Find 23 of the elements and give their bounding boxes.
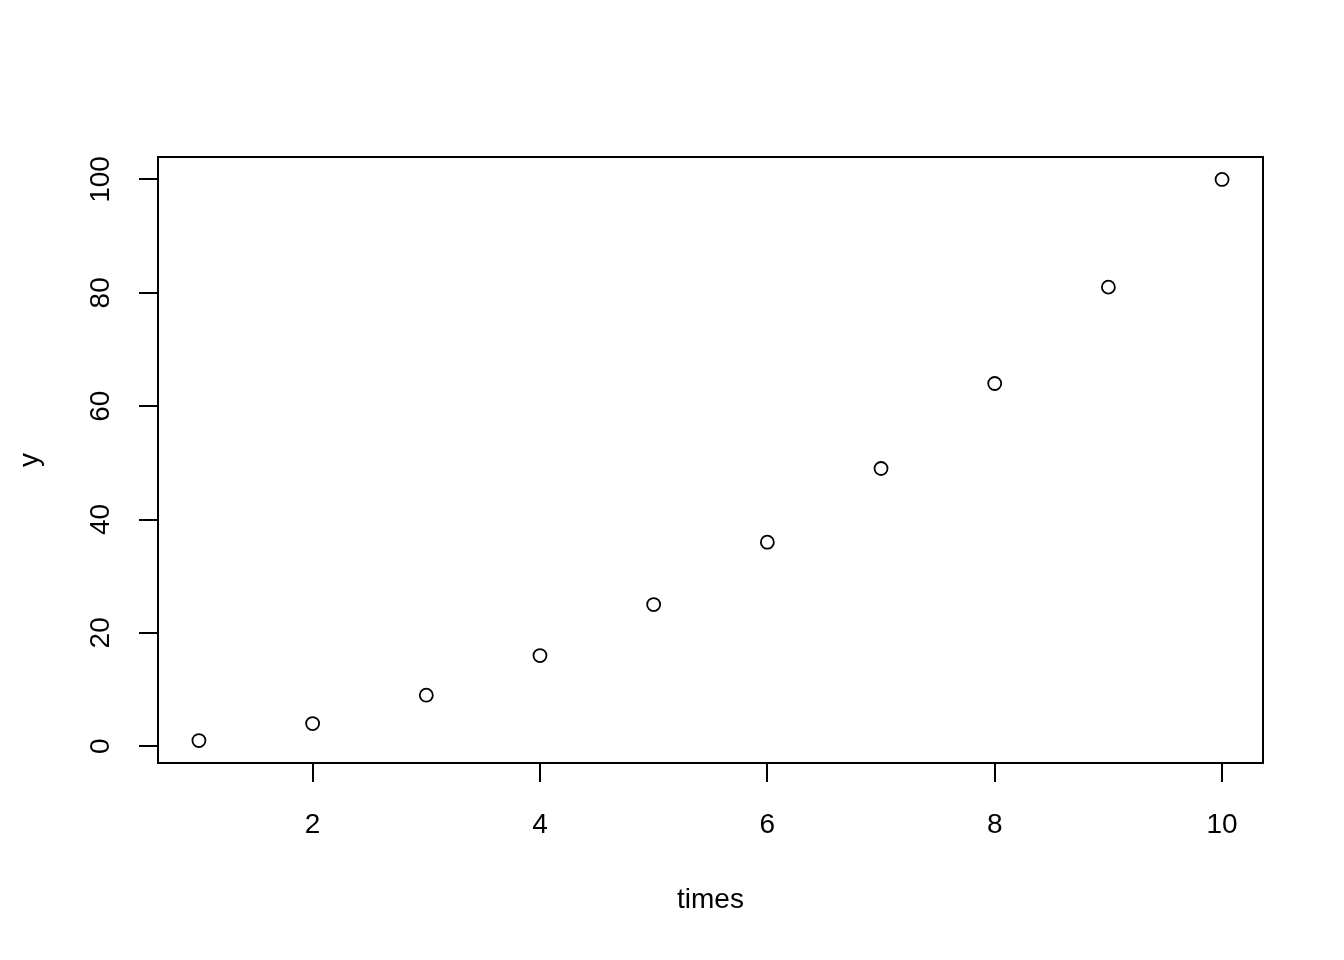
point [191, 733, 207, 748]
point [305, 716, 321, 731]
y-tick-label: 20 [84, 617, 116, 649]
point [532, 648, 548, 663]
x-axis-title: times [677, 882, 744, 914]
point [646, 597, 662, 612]
y-tick-label: 60 [84, 390, 116, 422]
point [1100, 279, 1116, 295]
point [987, 376, 1003, 391]
point [759, 534, 775, 550]
point [418, 687, 434, 703]
y-tick-label: 80 [84, 277, 116, 309]
x-tick-label: 8 [986, 807, 1003, 839]
x-tick-label: 2 [304, 807, 321, 839]
y-axis-title: y [12, 453, 44, 467]
point [1214, 172, 1230, 187]
x-tick-label: 6 [759, 807, 776, 839]
y-tick-label: 0 [84, 738, 116, 755]
y-tick-label: 100 [84, 156, 116, 203]
point [873, 461, 889, 476]
y-tick-label: 40 [84, 503, 116, 536]
x-tick-label: 4 [532, 807, 548, 839]
x-tick-label: 10 [1206, 807, 1238, 839]
